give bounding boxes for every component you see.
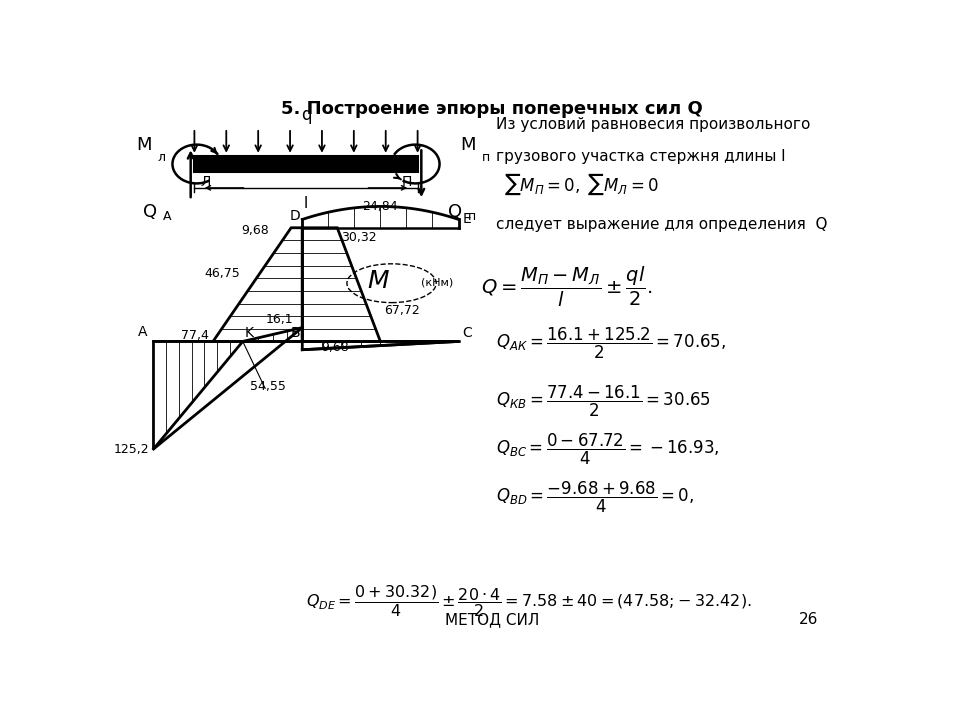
- Text: C: C: [463, 325, 472, 340]
- Text: 77,4: 77,4: [181, 329, 209, 343]
- Text: п: п: [482, 151, 490, 164]
- Text: П: П: [401, 175, 412, 189]
- Text: $Q_{BC} = \dfrac{0 - 67.72}{4} = -16.93,$: $Q_{BC} = \dfrac{0 - 67.72}{4} = -16.93,…: [495, 432, 719, 467]
- Text: K: K: [245, 325, 254, 340]
- Text: 67,72: 67,72: [384, 305, 420, 318]
- Text: 16,1: 16,1: [266, 313, 294, 326]
- Text: 24,84: 24,84: [363, 199, 398, 213]
- Text: Л: Л: [201, 175, 211, 189]
- Text: B: B: [291, 325, 300, 340]
- Text: МЕТОД СИЛ: МЕТОД СИЛ: [444, 612, 540, 627]
- Text: E: E: [463, 212, 471, 226]
- Text: п: п: [468, 210, 476, 223]
- Text: 9,68: 9,68: [321, 341, 348, 354]
- Text: (кНм): (кНм): [421, 277, 453, 287]
- Text: 5. Построение эпюры поперечных сил Q: 5. Построение эпюры поперечных сил Q: [281, 100, 703, 118]
- Text: 54,55: 54,55: [251, 379, 286, 392]
- Text: $\sum M_П = 0,\; \sum M_Л = 0$: $\sum M_П = 0,\; \sum M_Л = 0$: [504, 171, 659, 197]
- Text: грузового участка стержня длины l: грузового участка стержня длины l: [495, 149, 785, 164]
- Text: q: q: [300, 106, 311, 124]
- Text: Q: Q: [143, 203, 156, 221]
- Text: D: D: [289, 210, 300, 223]
- Text: $Q_{КВ} = \dfrac{77.4 - 16.1}{2} = 30.65$: $Q_{КВ} = \dfrac{77.4 - 16.1}{2} = 30.65…: [495, 384, 710, 419]
- Text: л: л: [157, 151, 165, 164]
- Text: 9,68: 9,68: [241, 224, 269, 237]
- Text: $Q_{DE} = \dfrac{0 + 30.32)}{4} \pm \dfrac{20 \cdot 4}{2} = 7.58 \pm 40 = (47.58: $Q_{DE} = \dfrac{0 + 30.32)}{4} \pm \dfr…: [306, 582, 752, 618]
- Text: 26: 26: [799, 612, 818, 627]
- Text: M: M: [368, 269, 389, 293]
- Text: $Q = \dfrac{M_П - M_Л}{l} \pm \dfrac{ql}{2}.$: $Q = \dfrac{M_П - M_Л}{l} \pm \dfrac{ql}…: [481, 265, 652, 309]
- Text: Из условий равновесия произвольного: Из условий равновесия произвольного: [495, 117, 810, 132]
- Text: 125,2: 125,2: [114, 443, 150, 456]
- Text: A: A: [138, 325, 148, 339]
- Text: M: M: [461, 135, 476, 153]
- Text: 30,32: 30,32: [341, 231, 376, 244]
- Bar: [194, 156, 418, 172]
- Text: следует выражение для определения  Q: следует выражение для определения Q: [495, 217, 828, 232]
- Text: Q: Q: [447, 203, 462, 221]
- Text: $Q_{BD} = \dfrac{-9.68 + 9.68}{4} = 0,$: $Q_{BD} = \dfrac{-9.68 + 9.68}{4} = 0,$: [495, 480, 694, 516]
- Text: M: M: [136, 135, 152, 153]
- Text: A: A: [163, 210, 172, 223]
- Text: l: l: [304, 196, 308, 211]
- Text: 46,75: 46,75: [204, 267, 241, 280]
- Text: $Q_{АК} = \dfrac{16.1 + 125.2}{2} = 70.65,$: $Q_{АК} = \dfrac{16.1 + 125.2}{2} = 70.6…: [495, 326, 726, 361]
